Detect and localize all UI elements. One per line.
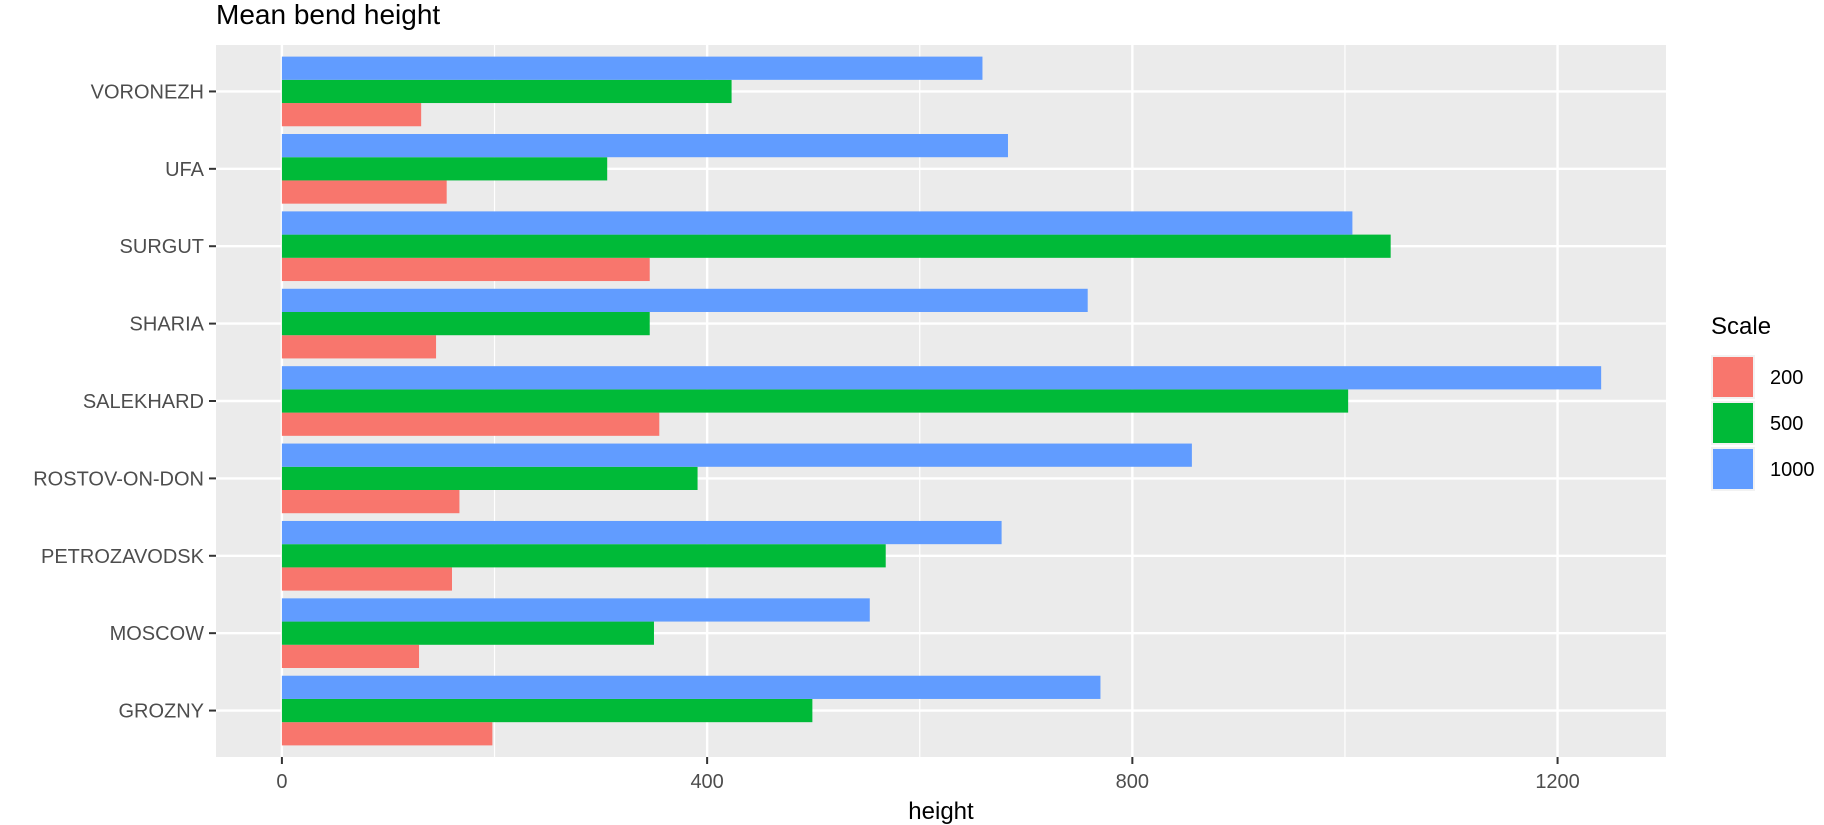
y-tick-label: VORONEZH xyxy=(91,81,204,103)
bar-moscow-500 xyxy=(281,621,654,645)
bar-grozny-1000 xyxy=(281,675,1101,699)
bar-petrozavodsk-1000 xyxy=(281,520,1002,545)
legend: Scale 200 500 1000 xyxy=(1711,313,1815,491)
legend-label-1000: 1000 xyxy=(1770,459,1815,481)
bar-rostov-on-don-1000 xyxy=(281,443,1192,467)
x-tick-label: 400 xyxy=(690,771,723,793)
y-tick-label: SALEKHARD xyxy=(83,391,204,413)
y-axis: GROZNY MOSCOW PETROZAVODSK ROSTOV-ON-DON SAL… xyxy=(33,81,216,723)
bars xyxy=(281,56,1602,746)
y-tick-label: UFA xyxy=(165,159,205,181)
legend-label-200: 200 xyxy=(1770,367,1803,389)
bar-grozny-500 xyxy=(281,698,813,723)
bar-salekhard-1000 xyxy=(281,366,1602,390)
bar-voronezh-1000 xyxy=(281,56,983,80)
legend-swatch-200 xyxy=(1713,357,1753,397)
bar-rostov-on-don-500 xyxy=(281,466,698,490)
y-tick-label: GROZNY xyxy=(118,701,204,723)
x-tick-label: 0 xyxy=(276,771,287,793)
chart-title: Mean bend height xyxy=(216,0,440,30)
bar-surgut-500 xyxy=(281,234,1391,258)
bar-ufa-1000 xyxy=(281,134,1008,158)
bar-voronezh-500 xyxy=(281,79,732,104)
bar-moscow-1000 xyxy=(281,598,870,622)
bar-moscow-200 xyxy=(281,644,420,668)
x-axis: 0 400 800 1200 xyxy=(276,757,1580,793)
legend-swatch-500 xyxy=(1713,403,1753,443)
bar-petrozavodsk-200 xyxy=(281,567,452,591)
y-tick-label: PETROZAVODSK xyxy=(41,546,205,568)
x-tick-label: 1200 xyxy=(1535,771,1580,793)
bar-salekhard-200 xyxy=(281,412,660,436)
bar-surgut-1000 xyxy=(281,211,1353,235)
bar-rostov-on-don-200 xyxy=(281,490,460,514)
bar-salekhard-500 xyxy=(281,389,1349,413)
y-tick-label: SHARIA xyxy=(130,314,205,336)
bar-petrozavodsk-500 xyxy=(281,544,886,568)
legend-label-500: 500 xyxy=(1770,413,1803,435)
bar-ufa-500 xyxy=(281,157,608,181)
x-axis-label: height xyxy=(908,798,974,825)
bar-surgut-200 xyxy=(281,257,650,282)
y-tick-label: ROSTOV-ON-DON xyxy=(33,468,204,490)
bar-sharia-500 xyxy=(281,312,650,336)
bar-voronezh-200 xyxy=(281,103,422,127)
bar-ufa-200 xyxy=(281,180,447,204)
y-tick-label: MOSCOW xyxy=(110,623,205,645)
bar-sharia-200 xyxy=(281,335,437,359)
legend-swatch-1000 xyxy=(1713,449,1753,489)
x-tick-label: 800 xyxy=(1116,771,1149,793)
legend-title: Scale xyxy=(1711,313,1771,340)
bar-sharia-1000 xyxy=(281,288,1088,312)
bar-grozny-200 xyxy=(281,722,493,746)
y-tick-label: SURGUT xyxy=(120,236,204,258)
